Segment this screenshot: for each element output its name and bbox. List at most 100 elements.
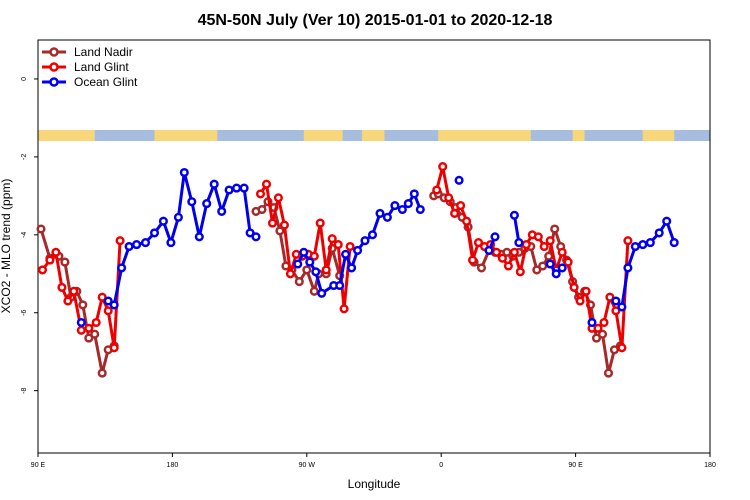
data-point: [302, 265, 312, 275]
data-point: [550, 224, 560, 234]
data-point: [347, 263, 357, 273]
data-point: [124, 241, 134, 252]
data-point: [468, 255, 478, 265]
legend-marker: [49, 62, 59, 72]
x-tick-label: 90 E: [31, 462, 46, 469]
land-ocean-band: [38, 130, 710, 141]
data-point: [617, 302, 627, 312]
data-point: [497, 253, 507, 263]
plot-frame: [37, 39, 711, 454]
data-point: [37, 265, 48, 275]
data-point: [117, 263, 127, 273]
data-point: [533, 232, 543, 242]
data-point: [275, 226, 285, 236]
data-point: [173, 212, 183, 222]
series-line: [614, 219, 676, 309]
data-point: [444, 193, 454, 203]
data-point: [317, 288, 327, 298]
legend-marker: [49, 47, 59, 57]
data-point: [166, 238, 176, 248]
series-ocean-glint: [76, 167, 679, 328]
data-point: [217, 206, 227, 216]
y-tick-label: -8: [21, 387, 28, 393]
data-point: [140, 238, 151, 248]
data-point: [669, 238, 679, 248]
data-point: [509, 210, 519, 220]
x-axis-label: Longitude: [348, 477, 401, 491]
band-land: [38, 130, 95, 141]
data-point: [353, 245, 363, 255]
data-point: [315, 218, 325, 228]
data-point: [544, 251, 554, 261]
data-point: [630, 241, 640, 252]
data-point: [645, 238, 655, 248]
data-point: [539, 241, 549, 252]
data-point: [279, 220, 289, 230]
data-point: [232, 183, 242, 193]
data-point: [294, 277, 304, 287]
y-axis-label: XCO2 - MLO trend (ppm): [0, 179, 13, 314]
data-point: [45, 255, 55, 265]
y-tick-label: -2: [21, 154, 28, 160]
data-point: [545, 259, 555, 269]
series-land-glint: [37, 162, 633, 353]
data-point: [367, 230, 378, 240]
data-point: [327, 234, 337, 244]
chart-title: 45N-50N July (Ver 10) 2015-01-01 to 2020…: [198, 12, 553, 29]
data-point: [57, 282, 67, 292]
legend-label: Land Glint: [74, 60, 129, 74]
data-point: [623, 236, 633, 246]
data-point: [515, 267, 525, 277]
data-point: [345, 241, 355, 252]
data-point: [563, 257, 573, 267]
data-point: [267, 218, 278, 228]
data-point: [514, 238, 524, 248]
band-land: [303, 130, 343, 141]
data-point: [341, 249, 351, 259]
data-point: [299, 247, 309, 257]
data-point: [484, 245, 494, 255]
data-point: [309, 286, 319, 296]
data-point: [454, 175, 464, 185]
x-tick-label: 180: [167, 462, 179, 469]
data-point: [109, 343, 119, 353]
data-point: [224, 185, 234, 195]
data-point: [490, 232, 500, 242]
x-tick-label: 0: [439, 462, 443, 469]
data-point: [255, 189, 266, 199]
data-point: [335, 280, 345, 291]
data-point: [339, 304, 349, 314]
data-point: [462, 216, 472, 226]
data-point: [69, 286, 79, 296]
data-point: [638, 240, 648, 250]
data-point: [76, 325, 86, 335]
data-point: [84, 333, 94, 343]
band-land: [362, 130, 385, 141]
data-point: [103, 306, 113, 316]
data-point: [575, 296, 585, 306]
band-land: [438, 130, 531, 141]
data-point: [158, 216, 168, 226]
data-point: [321, 265, 331, 275]
data-point: [202, 199, 212, 209]
data-point: [51, 247, 61, 257]
data-point: [662, 216, 672, 226]
legend-marker: [49, 77, 59, 87]
data-point: [245, 228, 255, 238]
data-point: [115, 236, 125, 246]
data-point: [209, 179, 219, 189]
data-point: [415, 204, 425, 215]
data-point: [285, 269, 295, 279]
data-point: [36, 224, 46, 234]
data-point: [599, 317, 609, 328]
data-point: [403, 199, 413, 209]
data-point: [261, 179, 272, 189]
data-point: [609, 345, 619, 355]
data-point: [305, 257, 315, 267]
band-land: [572, 130, 585, 141]
data-point: [293, 259, 303, 269]
data-point: [432, 185, 442, 195]
data-point: [97, 368, 107, 378]
data-point: [617, 343, 627, 353]
